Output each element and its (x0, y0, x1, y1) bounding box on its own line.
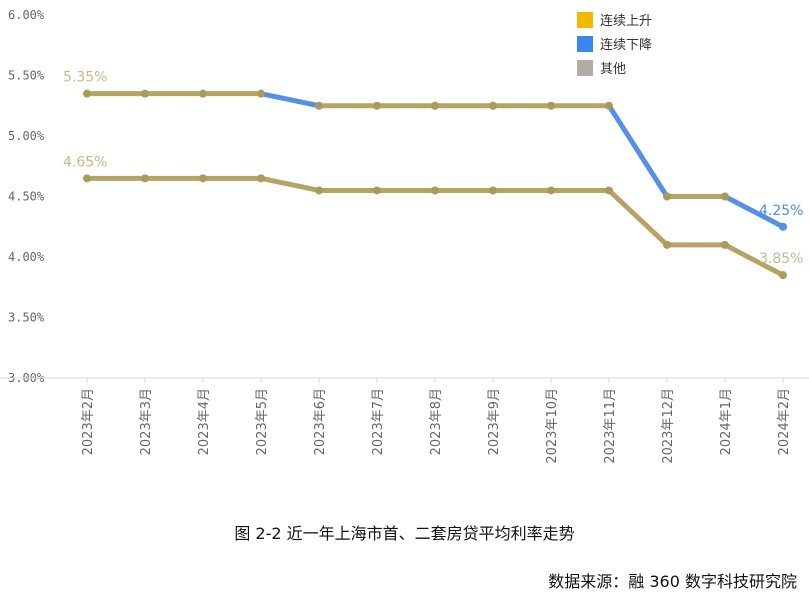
x-tick-label: 2023年10月 (545, 388, 560, 464)
data-labels: 5.35% 4.25% 4.65% 3.85% (63, 70, 803, 267)
series-0-segment (258, 91, 322, 109)
series-0-point (547, 101, 555, 110)
legend-swatch (577, 60, 593, 76)
series-0-point (779, 222, 787, 231)
x-tick-label: 2023年3月 (139, 388, 154, 455)
legend-label: 其他 (600, 62, 626, 77)
y-axis: 6.00%5.50%5.00%4.50%4.00%3.50%3.00% (8, 8, 45, 385)
series-0-point (257, 89, 265, 98)
series-0-point (663, 192, 671, 201)
series-1-point (315, 186, 323, 195)
series-0-point (141, 89, 149, 98)
y-tick-label: 4.00% (8, 250, 45, 264)
series-0-point (721, 192, 729, 201)
series-points (83, 89, 787, 280)
series-1-point (663, 240, 671, 249)
series-0-point (315, 101, 323, 110)
x-tick-label: 2023年9月 (487, 388, 502, 455)
x-tick-label: 2024年2月 (777, 388, 792, 455)
series-0-point (373, 101, 381, 110)
legend-label: 连续下降 (600, 37, 652, 53)
series-0-point (431, 101, 439, 110)
series-1-segment (722, 242, 786, 278)
x-tick-label: 2023年6月 (313, 388, 328, 455)
series-1-point (431, 186, 439, 195)
series-1-point (257, 174, 265, 183)
y-tick-label: 6.00% (8, 8, 45, 22)
data-source-note: 数据来源：融 360 数字科技研究院 (548, 572, 797, 591)
y-tick-label: 5.00% (8, 129, 45, 143)
series-lines (84, 91, 786, 278)
x-tick-label: 2023年2月 (81, 388, 96, 455)
legend-label: 连续上升 (600, 13, 652, 29)
x-tick-label: 2023年5月 (255, 388, 270, 455)
y-tick-label: 4.50% (8, 190, 45, 204)
series-1-point (547, 186, 555, 195)
data-label: 5.35% (63, 70, 107, 86)
data-label: 3.85% (759, 251, 803, 267)
figure-caption: 图 2-2 近一年上海市首、二套房贷平均利率走势 (234, 524, 575, 543)
x-tick-label: 2023年12月 (661, 388, 676, 464)
series-1-segment (606, 187, 670, 248)
legend-swatch (577, 12, 593, 28)
series-1-point (373, 186, 381, 195)
series-1-point (141, 174, 149, 183)
series-1-point (199, 174, 207, 183)
series-1-point (489, 186, 497, 195)
x-axis: 2023年2月 2023年3月 2023年4月 2023年5月 2023年6月 2023年… (81, 378, 792, 464)
legend-swatch (577, 36, 593, 52)
x-tick-label: 2023年8月 (429, 388, 444, 455)
x-tick-label: 2023年4月 (197, 388, 212, 455)
data-label: 4.25% (759, 203, 803, 219)
x-tick-label: 2024年1月 (719, 388, 734, 455)
series-0-point (605, 101, 613, 110)
series-0-point (199, 89, 207, 98)
series-1-segment (258, 175, 322, 193)
x-tick-label: 2023年7月 (371, 388, 386, 455)
series-0-segment (722, 194, 786, 230)
series-0-point (489, 101, 497, 110)
series-0-segment (606, 103, 670, 199)
series-1-point (721, 240, 729, 249)
chart: 6.00%5.50%5.00%4.50%4.00%3.50%3.00% 2023… (0, 8, 809, 464)
series-0-point (83, 89, 91, 98)
series-1-point (605, 186, 613, 195)
data-label: 4.65% (63, 154, 107, 170)
y-tick-label: 3.50% (8, 311, 45, 325)
x-tick-label: 2023年11月 (603, 388, 618, 464)
y-tick-label: 5.50% (8, 69, 45, 83)
series-1-point (779, 271, 787, 280)
series-1-point (83, 174, 91, 183)
